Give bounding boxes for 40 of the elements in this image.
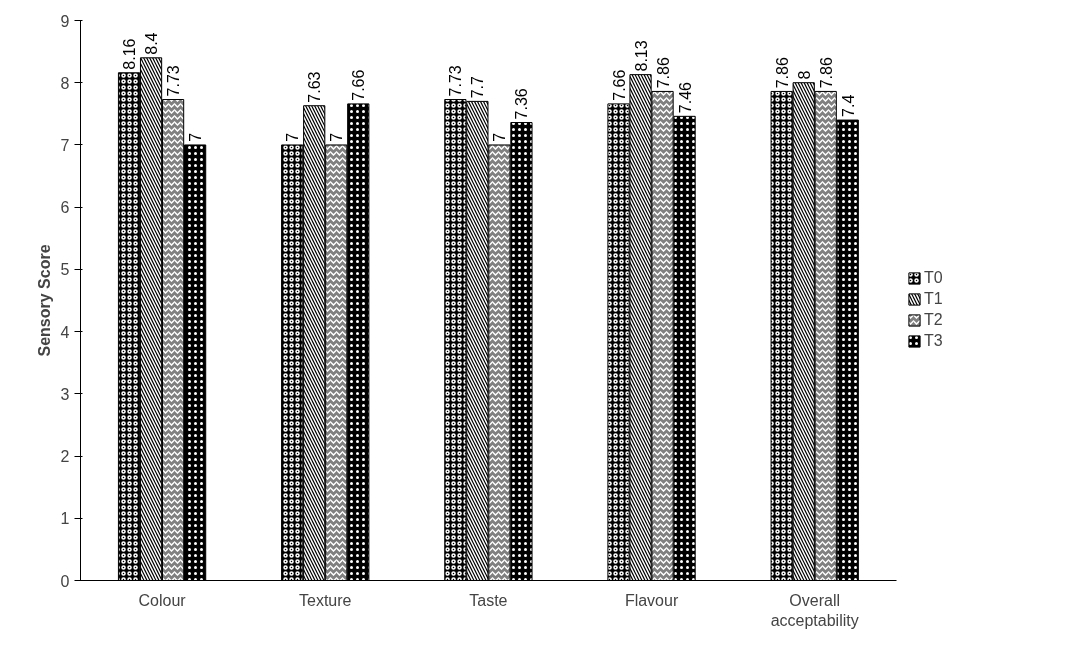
data-label: 7.86 (817, 57, 835, 89)
x-tick-label: Taste (469, 591, 508, 609)
y-tick-label: 9 (60, 12, 70, 30)
legend-label: T0 (924, 269, 944, 287)
legend-label: T1 (924, 290, 944, 308)
data-label: 7.86 (773, 57, 791, 89)
y-tick-label: 0 (60, 572, 70, 590)
legend-label: T3 (924, 332, 944, 350)
y-tick-label: 5 (60, 261, 70, 279)
data-label: 7.66 (610, 69, 628, 101)
data-label: 8.16 (121, 38, 139, 70)
y-tick-label: 8 (60, 74, 70, 92)
x-tick-label: Flavour (624, 591, 679, 609)
data-label: 8.4 (143, 32, 161, 55)
x-tick-label: Texture (299, 591, 352, 609)
data-label: 8.13 (632, 40, 650, 72)
data-label: 7 (284, 132, 302, 142)
y-tick-label: 3 (60, 385, 70, 403)
data-label: 7.66 (350, 69, 368, 101)
data-label: 7.63 (306, 71, 324, 103)
data-label: 7.4 (839, 94, 857, 117)
legend-label: T2 (924, 311, 944, 329)
y-tick-label: 4 (60, 323, 70, 341)
x-tick-label: Overall acceptability (770, 591, 859, 629)
data-label: 7.73 (165, 65, 183, 97)
data-label: 7.36 (513, 88, 531, 120)
y-tick-label: 1 (60, 510, 70, 528)
data-label: 7 (491, 132, 509, 142)
data-label: 7 (328, 132, 346, 142)
x-tick-label: Colour (138, 591, 187, 609)
data-label: 8 (795, 70, 813, 80)
data-label: 7 (187, 132, 205, 142)
y-tick-label: 2 (60, 448, 70, 466)
y-tick-label: 7 (60, 136, 70, 154)
y-axis-title: Sensory Score (35, 244, 53, 357)
data-label: 7.73 (447, 65, 465, 97)
y-tick-label: 6 (60, 199, 70, 217)
data-label: 7.86 (654, 57, 672, 89)
data-label: 7.7 (469, 75, 487, 99)
data-label: 7.46 (676, 81, 694, 114)
